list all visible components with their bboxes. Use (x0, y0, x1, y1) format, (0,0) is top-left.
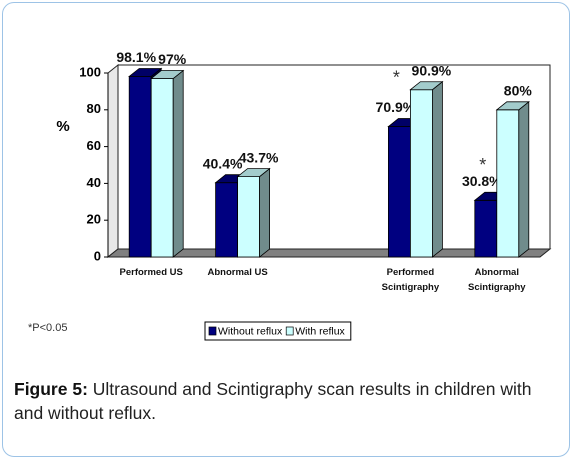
x-tick-label: Performed US (119, 267, 183, 278)
bar-front (237, 176, 261, 258)
value-label: 98.1% (116, 49, 156, 65)
legend-swatch (208, 326, 217, 336)
y-tick-label: 40 (87, 175, 101, 190)
bar-top (236, 168, 271, 177)
bar (236, 167, 271, 258)
bar-top (495, 101, 530, 111)
value-label: 30.8% (462, 173, 502, 189)
legend-box (204, 321, 352, 341)
y-tick-label: 0 (94, 248, 101, 263)
bar-front (409, 89, 433, 258)
value-label: 40.4% (203, 155, 243, 171)
y-tick-label: 60 (87, 138, 101, 153)
value-label: 90.9% (412, 62, 452, 78)
significance-marker: * (479, 155, 486, 175)
x-tick-label: Abnormal Scintigraphy (468, 267, 526, 293)
legend-swatch (285, 326, 294, 336)
bar-front (474, 199, 498, 258)
bar-side (172, 69, 184, 258)
bar-top (409, 81, 444, 91)
bar (150, 69, 185, 258)
bar (495, 100, 530, 258)
y-axis-label: % (56, 118, 69, 135)
bar-side (518, 100, 530, 258)
value-label: 43.7% (239, 149, 279, 165)
side-wall (107, 63, 119, 259)
bar-side (259, 167, 271, 258)
bar-front (215, 182, 239, 258)
caption-text: Ultrasound and Scintigraphy scan results… (14, 379, 532, 423)
bar-front (150, 78, 174, 258)
bar-front (387, 126, 411, 258)
value-label: 70.9% (376, 99, 416, 115)
value-label: 97% (158, 51, 187, 67)
y-tick-label: 80 (87, 101, 101, 116)
bar-front (496, 109, 520, 258)
y-tick-label: 20 (87, 212, 101, 227)
caption: Figure 5: Ultrasound and Scintigraphy sc… (14, 377, 562, 425)
y-tick-label: 100 (79, 64, 101, 79)
bar-front (128, 76, 152, 258)
bar-top (150, 70, 185, 79)
value-label: 80% (504, 83, 533, 99)
bar (409, 80, 444, 258)
figure-frame (2, 2, 570, 457)
legend-label: With reflux (295, 325, 345, 337)
legend-label: Without reflux (218, 325, 283, 337)
x-tick-label: Performed Scintigraphy (381, 267, 440, 293)
bar-top (128, 68, 163, 77)
footnote: *P<0.05 (28, 322, 68, 334)
significance-marker: * (393, 67, 400, 87)
bar-side (431, 80, 443, 258)
legend: Without reflux With reflux (204, 321, 352, 341)
caption-label: Figure 5: (14, 379, 88, 399)
x-tick-label: Abnormal US (207, 267, 268, 278)
